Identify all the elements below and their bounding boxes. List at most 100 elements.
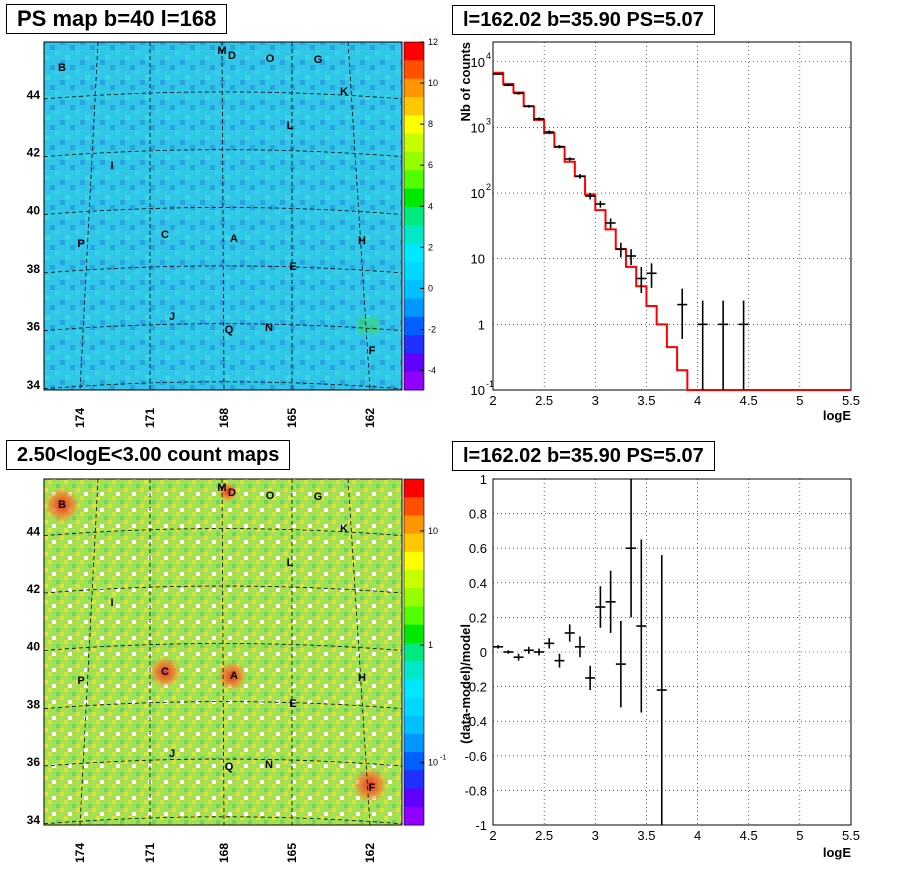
colorbar-cell — [404, 497, 424, 516]
longitude-line — [79, 41, 99, 391]
colorbar-cell — [404, 551, 424, 571]
colorbar-label: -4 — [428, 366, 436, 376]
colorbar-cell — [404, 78, 424, 98]
x-tick-label: 4.5 — [740, 393, 758, 408]
y-tick-label: -1 — [475, 818, 487, 833]
y-tick-label: 10 — [471, 55, 485, 70]
source-label: E — [289, 698, 296, 710]
source-label: L — [287, 557, 294, 569]
colorbar-cell — [404, 261, 424, 281]
source-label: D — [228, 487, 236, 499]
colorbar-cell — [404, 42, 424, 61]
latitude-line — [43, 207, 403, 215]
lat-tick-label: 42 — [27, 582, 41, 596]
x-tick-label: 2 — [489, 828, 496, 843]
lon-tick-label: 174 — [73, 408, 87, 428]
latitude-line — [43, 585, 403, 594]
y-tick-exponent: 4 — [486, 51, 491, 61]
lon-tick-label: 171 — [143, 408, 157, 428]
latitude-line — [43, 381, 403, 390]
colorbar-cell — [404, 515, 424, 535]
colorbar-label: 2 — [428, 242, 433, 252]
y-tick-label: 10 — [471, 120, 485, 135]
x-tick-label: 5 — [796, 828, 803, 843]
colorbar-label: 1 — [428, 640, 433, 650]
colorbar-cell — [404, 588, 424, 607]
y-tick-exponent: -1 — [486, 379, 494, 389]
source-label: A — [230, 670, 238, 682]
y-tick-label: 10 — [471, 383, 485, 398]
y-tick-label: 0 — [480, 645, 487, 660]
colorbar-cell — [404, 225, 424, 244]
colorbar-cell — [404, 733, 424, 753]
y-tick-label: 0.6 — [469, 541, 487, 556]
lat-tick-label: 38 — [27, 262, 41, 276]
lon-tick-label: 162 — [363, 843, 377, 863]
source-label: N — [265, 759, 273, 771]
source-label: D — [228, 50, 236, 62]
ps-map-title: PS map b=40 l=168 — [6, 4, 228, 34]
source-label: E — [289, 261, 296, 273]
source-label: I — [110, 597, 113, 609]
model-histogram — [493, 71, 851, 391]
source-label: O — [266, 490, 275, 502]
x-tick-label: 3 — [592, 828, 599, 843]
ps-map: 34 36 38 40 42 44 174 171 168 165 162 B M D O G K L I C A P H… — [27, 41, 403, 428]
x-tick-label: 2 — [489, 393, 496, 408]
source-label: K — [340, 523, 348, 535]
colorbar-cell — [404, 570, 424, 589]
source-label: K — [340, 86, 348, 98]
longitude-line — [221, 41, 225, 391]
latitude-line — [43, 323, 403, 332]
lon-tick-label: 168 — [217, 408, 231, 428]
source-label: Q — [225, 324, 234, 336]
longitude-line — [347, 478, 371, 826]
colorbar-cell — [404, 243, 424, 263]
lat-tick-label: 44 — [27, 88, 41, 102]
colorbar-cell — [404, 806, 424, 826]
latitude-line — [43, 528, 403, 536]
colorbar-label: -2 — [428, 324, 436, 334]
colorbar-cell — [404, 115, 424, 135]
x-axis-label: logE — [823, 845, 851, 860]
y-tick-label: -0.8 — [465, 783, 487, 798]
y-tick-label: 0.4 — [469, 576, 487, 591]
x-tick-label: 3 — [592, 393, 599, 408]
count-map-title: 2.50<logE<3.00 count maps — [6, 440, 291, 470]
colorbar-label: 6 — [428, 160, 433, 170]
lon-tick-label: 171 — [143, 843, 157, 863]
y-tick-label: -0.6 — [465, 749, 487, 764]
source-label: F — [369, 782, 376, 794]
lon-tick-label: 162 — [363, 408, 377, 428]
latitude-line — [43, 149, 403, 158]
residual-plot: 2 2.5 3 3.5 4 4.5 5 5.5 1 0.8 0.6 0.4 0.2 0 -0.2 -0.4 -0… — [458, 472, 860, 860]
colorbar-cell — [404, 335, 424, 354]
y-tick-label: 1 — [478, 317, 485, 332]
latitude-line — [43, 816, 403, 825]
source-label: B — [58, 499, 66, 511]
colorbar-cell — [404, 353, 424, 373]
lat-tick-label: 40 — [27, 203, 41, 217]
colorbar-cell — [404, 371, 424, 391]
colorbar-cell — [404, 715, 424, 735]
source-label: C — [161, 666, 169, 678]
colorbar-cell — [404, 206, 424, 226]
latitude-line — [43, 701, 403, 709]
x-tick-label: 5.5 — [842, 828, 860, 843]
colorbar-cell — [404, 770, 424, 790]
source-label: M — [217, 482, 226, 494]
colorbar-cell — [404, 479, 424, 498]
source-label: A — [230, 233, 238, 245]
y-tick-label: -0.4 — [465, 714, 487, 729]
colorbar-cell — [404, 133, 424, 153]
y-tick-label: 1 — [480, 472, 487, 487]
colorbar-cell — [404, 96, 424, 116]
source-label: B — [58, 62, 66, 74]
y-tick-label: 0.2 — [469, 610, 487, 625]
colorbar-frame — [403, 41, 425, 391]
lat-tick-label: 38 — [27, 698, 41, 712]
source-label: Q — [225, 761, 234, 773]
